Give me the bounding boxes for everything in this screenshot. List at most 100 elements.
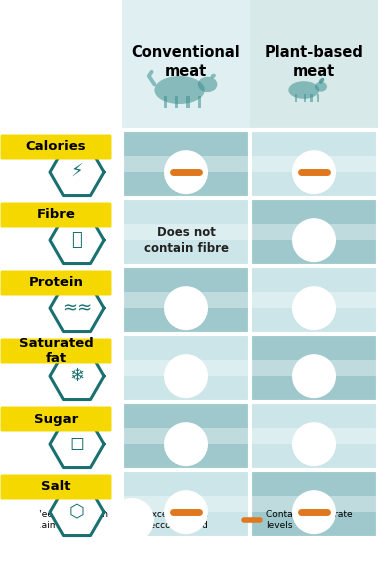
Ellipse shape	[198, 77, 218, 92]
FancyBboxPatch shape	[310, 379, 314, 381]
Text: Fibre: Fibre	[36, 208, 75, 221]
FancyBboxPatch shape	[308, 309, 314, 313]
FancyBboxPatch shape	[0, 134, 111, 159]
Circle shape	[310, 231, 314, 235]
FancyBboxPatch shape	[308, 241, 314, 245]
Text: Plant-based
meat: Plant-based meat	[265, 45, 363, 79]
Circle shape	[310, 299, 314, 303]
FancyBboxPatch shape	[182, 372, 186, 373]
FancyBboxPatch shape	[14, 516, 17, 521]
Bar	[122, 360, 250, 376]
Bar	[122, 470, 250, 538]
Bar	[122, 496, 250, 512]
Circle shape	[164, 422, 208, 466]
Bar	[122, 292, 250, 308]
Ellipse shape	[211, 73, 216, 79]
Circle shape	[292, 286, 336, 330]
Bar	[250, 428, 378, 444]
Circle shape	[182, 299, 186, 303]
FancyBboxPatch shape	[310, 311, 314, 313]
Bar	[250, 266, 378, 334]
FancyBboxPatch shape	[310, 369, 314, 376]
FancyBboxPatch shape	[16, 513, 20, 520]
FancyBboxPatch shape	[308, 372, 311, 377]
FancyBboxPatch shape	[0, 475, 111, 499]
FancyBboxPatch shape	[14, 520, 20, 524]
Circle shape	[164, 150, 208, 194]
Ellipse shape	[288, 81, 319, 99]
Bar	[122, 0, 250, 130]
Bar	[250, 292, 378, 308]
FancyBboxPatch shape	[310, 437, 314, 444]
Circle shape	[292, 354, 336, 398]
Bar	[122, 224, 250, 240]
Text: ⚡: ⚡	[71, 163, 83, 181]
FancyBboxPatch shape	[308, 440, 311, 445]
Text: ⬡: ⬡	[69, 503, 85, 521]
Polygon shape	[50, 489, 104, 536]
Circle shape	[0, 498, 42, 542]
Text: Protein: Protein	[28, 276, 83, 289]
FancyBboxPatch shape	[308, 445, 314, 449]
FancyBboxPatch shape	[180, 304, 183, 309]
Bar	[295, 94, 297, 102]
Bar	[250, 470, 378, 538]
Polygon shape	[50, 353, 104, 399]
FancyBboxPatch shape	[308, 236, 311, 241]
Text: ≈≈: ≈≈	[62, 299, 92, 317]
Bar	[164, 95, 167, 108]
Bar	[250, 130, 378, 198]
FancyBboxPatch shape	[180, 445, 186, 449]
FancyBboxPatch shape	[180, 309, 186, 313]
Circle shape	[292, 490, 336, 534]
FancyBboxPatch shape	[0, 202, 111, 228]
FancyBboxPatch shape	[126, 519, 129, 524]
Bar	[122, 402, 250, 470]
Bar	[250, 402, 378, 470]
Bar	[304, 94, 306, 102]
Text: Exceeds level
reccomended: Exceeds level reccomended	[146, 510, 208, 530]
Text: Saturated
fat: Saturated fat	[19, 337, 93, 365]
Bar	[250, 156, 378, 172]
FancyArrowPatch shape	[320, 79, 323, 82]
Bar	[122, 198, 250, 266]
Text: ◻: ◻	[69, 435, 85, 453]
Bar	[317, 94, 319, 102]
FancyBboxPatch shape	[310, 233, 314, 240]
Bar	[197, 95, 201, 108]
FancyBboxPatch shape	[308, 304, 311, 309]
FancyBboxPatch shape	[182, 301, 186, 308]
FancyBboxPatch shape	[310, 243, 314, 245]
FancyBboxPatch shape	[128, 520, 132, 527]
FancyBboxPatch shape	[180, 375, 183, 380]
FancyBboxPatch shape	[0, 271, 111, 295]
Bar	[310, 94, 313, 102]
FancyBboxPatch shape	[126, 515, 132, 519]
Bar	[122, 334, 250, 402]
FancyBboxPatch shape	[182, 447, 186, 449]
Bar	[250, 496, 378, 512]
Text: Meets EU health
claim criteria: Meets EU health claim criteria	[34, 510, 108, 530]
FancyBboxPatch shape	[310, 447, 314, 449]
Bar	[186, 95, 190, 108]
Text: Salt: Salt	[41, 480, 71, 493]
Circle shape	[310, 367, 314, 371]
Bar	[122, 156, 250, 172]
Bar	[250, 224, 378, 240]
FancyBboxPatch shape	[308, 377, 314, 381]
FancyBboxPatch shape	[180, 372, 186, 376]
Text: Conventional
meat: Conventional meat	[132, 45, 240, 79]
Polygon shape	[50, 285, 104, 332]
Polygon shape	[50, 421, 104, 468]
Text: Sugar: Sugar	[34, 412, 78, 425]
Circle shape	[292, 422, 336, 466]
Bar	[250, 0, 378, 130]
FancyBboxPatch shape	[0, 406, 111, 432]
FancyBboxPatch shape	[182, 437, 186, 444]
Circle shape	[292, 218, 336, 262]
FancyBboxPatch shape	[180, 440, 183, 445]
Bar	[250, 130, 378, 538]
Circle shape	[182, 381, 186, 385]
Bar	[250, 360, 378, 376]
Text: Does not
contain fibre: Does not contain fibre	[144, 225, 229, 255]
